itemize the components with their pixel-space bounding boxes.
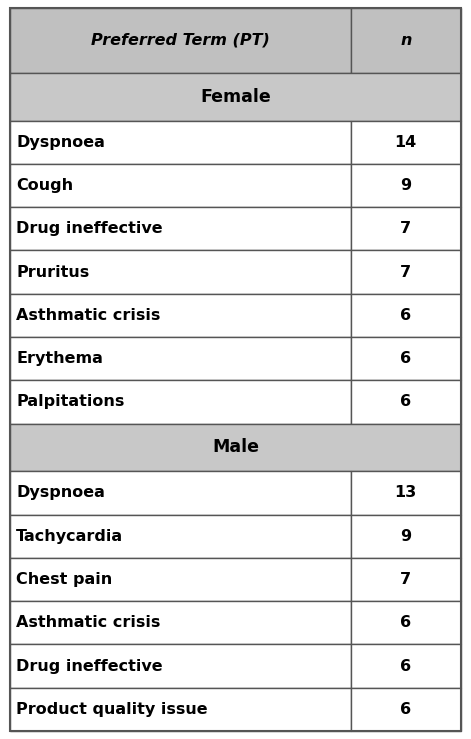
Bar	[350, 471, 461, 514]
Bar	[10, 471, 350, 514]
Bar	[10, 514, 350, 558]
Text: 6: 6	[400, 351, 411, 367]
Text: Drug ineffective: Drug ineffective	[16, 658, 162, 673]
Text: Pruritus: Pruritus	[16, 265, 89, 279]
Text: Cough: Cough	[16, 178, 73, 193]
Text: 6: 6	[400, 658, 411, 673]
Text: Asthmatic crisis: Asthmatic crisis	[16, 616, 160, 630]
Bar	[10, 381, 350, 423]
Bar	[350, 688, 461, 731]
Bar	[10, 601, 350, 644]
Text: n: n	[400, 33, 412, 48]
Bar	[350, 293, 461, 337]
Bar	[10, 558, 350, 601]
Text: 7: 7	[400, 221, 411, 236]
Text: Female: Female	[200, 88, 271, 106]
Bar	[350, 601, 461, 644]
Text: 9: 9	[400, 528, 411, 544]
Text: 6: 6	[400, 395, 411, 409]
Bar	[10, 120, 350, 164]
Text: Product quality issue: Product quality issue	[16, 702, 208, 717]
Text: Preferred Term (PT): Preferred Term (PT)	[91, 33, 270, 48]
Bar	[10, 207, 350, 251]
Bar	[350, 337, 461, 381]
Text: Dyspnoea: Dyspnoea	[16, 134, 105, 150]
Text: 6: 6	[400, 308, 411, 323]
Bar	[10, 644, 350, 688]
Text: Chest pain: Chest pain	[16, 572, 112, 587]
Text: 9: 9	[400, 178, 411, 193]
Bar	[10, 293, 350, 337]
Bar	[350, 558, 461, 601]
Text: Male: Male	[212, 438, 259, 457]
Text: Asthmatic crisis: Asthmatic crisis	[16, 308, 160, 323]
Text: Tachycardia: Tachycardia	[16, 528, 123, 544]
Bar	[350, 514, 461, 558]
Bar	[350, 251, 461, 293]
Bar	[350, 120, 461, 164]
Bar	[10, 8, 350, 73]
Bar	[350, 381, 461, 423]
Text: Dyspnoea: Dyspnoea	[16, 486, 105, 500]
Text: 6: 6	[400, 616, 411, 630]
Bar	[10, 164, 350, 207]
Bar	[350, 8, 461, 73]
Bar	[10, 337, 350, 381]
Bar	[350, 164, 461, 207]
Bar	[350, 644, 461, 688]
Text: 13: 13	[395, 486, 417, 500]
Bar	[10, 73, 461, 120]
Text: 7: 7	[400, 572, 411, 587]
Bar	[10, 688, 350, 731]
Text: Palpitations: Palpitations	[16, 395, 124, 409]
Text: Erythema: Erythema	[16, 351, 103, 367]
Text: Drug ineffective: Drug ineffective	[16, 221, 162, 236]
Bar	[10, 423, 461, 471]
Bar	[350, 207, 461, 251]
Text: 14: 14	[395, 134, 417, 150]
Text: 6: 6	[400, 702, 411, 717]
Text: 7: 7	[400, 265, 411, 279]
Bar	[10, 251, 350, 293]
